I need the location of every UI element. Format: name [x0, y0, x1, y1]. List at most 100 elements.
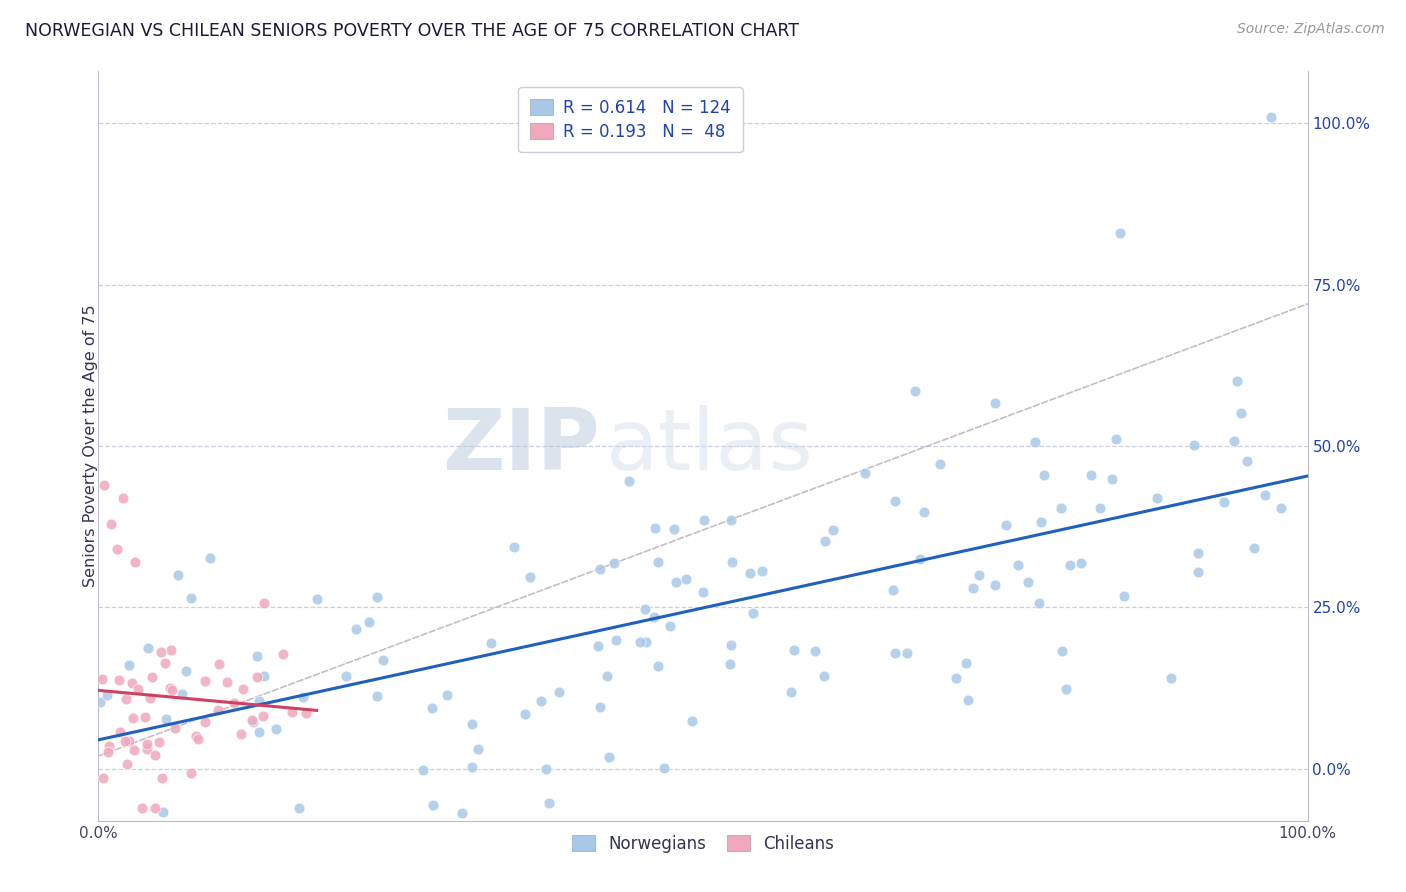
- Point: [589, 699, 612, 714]
- Point: [598, 749, 620, 764]
- Point: [215, 675, 238, 690]
- Point: [366, 590, 388, 604]
- Point: [108, 724, 131, 739]
- Point: [180, 765, 202, 780]
- Point: [136, 742, 159, 756]
- Point: [823, 524, 845, 538]
- Point: [692, 585, 714, 599]
- Point: [1260, 110, 1282, 124]
- Point: [882, 583, 904, 598]
- Point: [96, 689, 118, 703]
- Point: [548, 685, 571, 699]
- Point: [208, 657, 231, 671]
- Point: [117, 756, 139, 771]
- Point: [292, 690, 315, 704]
- Point: [1033, 467, 1056, 482]
- Point: [983, 396, 1005, 410]
- Point: [131, 801, 153, 815]
- Point: [1146, 491, 1168, 506]
- Y-axis label: Seniors Poverty Over the Age of 75: Seniors Poverty Over the Age of 75: [83, 305, 97, 587]
- Point: [643, 610, 665, 624]
- Point: [1223, 434, 1246, 449]
- Point: [229, 727, 252, 741]
- Point: [903, 384, 925, 398]
- Point: [172, 687, 194, 701]
- Point: [929, 458, 952, 472]
- Point: [1007, 558, 1029, 572]
- Point: [467, 741, 489, 756]
- Point: [605, 633, 627, 648]
- Point: [450, 805, 472, 820]
- Point: [422, 797, 444, 812]
- Point: [884, 494, 907, 508]
- Point: [537, 796, 560, 810]
- Point: [155, 712, 177, 726]
- Point: [675, 572, 697, 586]
- Point: [105, 542, 128, 557]
- Point: [1070, 557, 1092, 571]
- Point: [1226, 375, 1249, 389]
- Point: [118, 734, 141, 748]
- Point: [186, 729, 208, 743]
- Point: [1088, 500, 1111, 515]
- Point: [139, 690, 162, 705]
- Point: [253, 669, 276, 683]
- Point: [194, 715, 217, 730]
- Point: [782, 642, 804, 657]
- Point: [502, 540, 524, 554]
- Point: [160, 683, 183, 698]
- Point: [742, 606, 765, 620]
- Point: [751, 565, 773, 579]
- Point: [1160, 671, 1182, 685]
- Point: [519, 570, 541, 584]
- Point: [665, 575, 688, 590]
- Point: [108, 673, 131, 688]
- Point: [1059, 558, 1081, 572]
- Point: [1105, 433, 1128, 447]
- Point: [628, 635, 651, 649]
- Point: [174, 664, 197, 678]
- Point: [366, 689, 388, 703]
- Point: [1114, 589, 1136, 603]
- Point: [884, 646, 907, 660]
- Point: [955, 656, 977, 670]
- Point: [1236, 454, 1258, 468]
- Point: [148, 735, 170, 749]
- Point: [647, 659, 669, 673]
- Point: [589, 562, 612, 576]
- Point: [150, 772, 173, 786]
- Point: [187, 732, 209, 747]
- Legend: Norwegians, Chileans: Norwegians, Chileans: [564, 826, 842, 861]
- Point: [957, 692, 980, 706]
- Point: [136, 641, 159, 656]
- Point: [658, 618, 681, 632]
- Point: [1024, 434, 1046, 449]
- Point: [97, 739, 120, 754]
- Point: [114, 734, 136, 748]
- Point: [246, 649, 269, 664]
- Point: [634, 602, 657, 616]
- Point: [266, 722, 288, 736]
- Point: [479, 636, 502, 650]
- Point: [1184, 437, 1206, 451]
- Point: [738, 566, 761, 580]
- Point: [1050, 501, 1073, 516]
- Point: [145, 747, 167, 762]
- Point: [1254, 488, 1277, 502]
- Point: [1213, 495, 1236, 509]
- Point: [180, 591, 202, 606]
- Point: [779, 685, 801, 699]
- Point: [718, 657, 741, 671]
- Point: [305, 592, 328, 607]
- Point: [122, 743, 145, 757]
- Point: [1230, 406, 1253, 420]
- Point: [962, 581, 984, 595]
- Point: [644, 521, 666, 535]
- Point: [804, 644, 827, 658]
- Point: [681, 714, 703, 728]
- Point: [153, 656, 176, 670]
- Point: [135, 737, 157, 751]
- Point: [127, 682, 149, 697]
- Point: [152, 805, 174, 819]
- Point: [271, 647, 294, 661]
